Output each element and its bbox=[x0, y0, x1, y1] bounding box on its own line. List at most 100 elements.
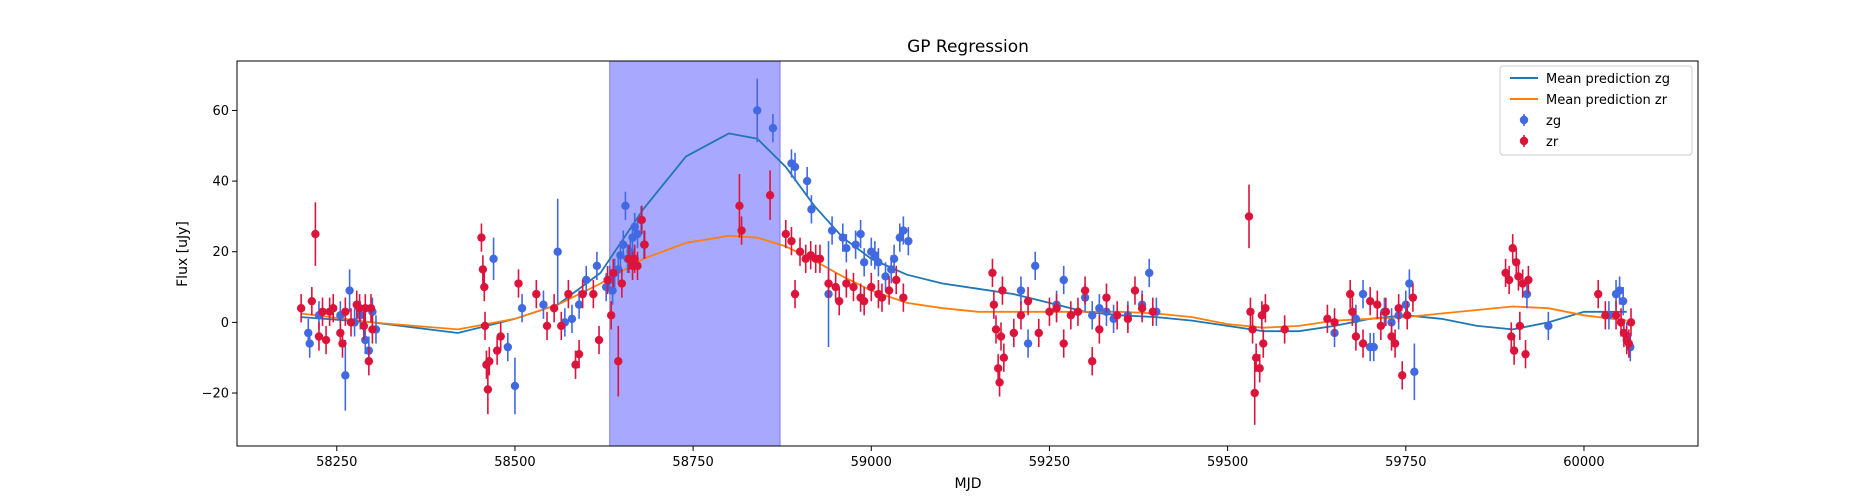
data-point-zr bbox=[998, 276, 1007, 305]
data-point-zg bbox=[1145, 258, 1154, 288]
data-point-zr bbox=[1066, 301, 1076, 330]
data-point-zr bbox=[884, 276, 894, 305]
marker bbox=[867, 282, 876, 292]
marker bbox=[842, 244, 851, 253]
marker bbox=[1112, 311, 1122, 320]
marker bbox=[995, 378, 1004, 387]
data-point-zr bbox=[1524, 265, 1533, 295]
data-point-zr bbox=[988, 258, 997, 288]
marker bbox=[621, 201, 630, 211]
marker bbox=[899, 293, 908, 302]
marker bbox=[1408, 293, 1418, 302]
marker bbox=[1045, 307, 1054, 316]
data-point-zg bbox=[1031, 251, 1040, 280]
data-point-zr bbox=[1080, 276, 1090, 305]
data-point-zg bbox=[553, 198, 562, 305]
marker bbox=[859, 296, 869, 306]
data-point-zr bbox=[1504, 265, 1514, 295]
data-point-zr bbox=[1358, 329, 1368, 358]
prediction-line-zg bbox=[301, 132, 1627, 334]
marker bbox=[633, 261, 642, 271]
data-point-zr bbox=[480, 272, 489, 302]
data-point-zr bbox=[899, 283, 908, 312]
marker bbox=[1618, 296, 1628, 306]
marker bbox=[1351, 332, 1361, 341]
data-point-zr bbox=[1408, 283, 1418, 312]
data-point-zr bbox=[787, 227, 796, 256]
legend-label: Mean prediction zr bbox=[1546, 93, 1668, 108]
marker bbox=[517, 304, 527, 313]
marker bbox=[557, 321, 566, 331]
data-point-zg bbox=[1059, 265, 1068, 295]
marker bbox=[477, 233, 486, 242]
marker bbox=[1401, 300, 1411, 309]
marker bbox=[991, 325, 1001, 334]
data-point-zr bbox=[1348, 297, 1357, 326]
data-point-zr bbox=[1073, 297, 1083, 326]
marker bbox=[582, 275, 591, 285]
marker bbox=[851, 240, 860, 249]
y-tick-label: 40 bbox=[212, 175, 229, 190]
marker bbox=[874, 258, 883, 267]
marker bbox=[904, 236, 913, 246]
data-point-zr bbox=[989, 290, 999, 319]
data-point-zr bbox=[1626, 308, 1636, 337]
data-point-zr bbox=[483, 364, 493, 415]
data-point-zr bbox=[480, 311, 490, 341]
marker bbox=[835, 296, 844, 306]
marker bbox=[532, 289, 541, 299]
data-point-zr bbox=[999, 343, 1009, 372]
marker bbox=[1016, 311, 1026, 320]
data-point-zr bbox=[1248, 315, 1257, 344]
marker bbox=[1390, 339, 1400, 348]
data-point-zr bbox=[318, 297, 327, 326]
marker bbox=[614, 357, 623, 366]
data-point-zr bbox=[1023, 287, 1033, 316]
marker bbox=[849, 282, 858, 292]
chart-title: GP Regression bbox=[907, 37, 1029, 57]
data-point-zr bbox=[867, 272, 876, 302]
legend-marker-swatch bbox=[1519, 115, 1529, 125]
marker bbox=[1376, 321, 1386, 331]
data-point-zr bbox=[1246, 297, 1255, 326]
data-point-zg bbox=[633, 219, 642, 249]
marker bbox=[307, 296, 317, 306]
marker bbox=[815, 254, 825, 263]
data-point-zr bbox=[1394, 294, 1403, 323]
marker bbox=[802, 176, 812, 186]
data-point-zr bbox=[1052, 294, 1061, 323]
marker bbox=[619, 240, 628, 249]
data-point-zr bbox=[640, 230, 649, 259]
marker bbox=[892, 275, 901, 285]
marker bbox=[1522, 289, 1532, 299]
marker bbox=[1059, 339, 1068, 348]
data-point-zr bbox=[359, 311, 369, 341]
data-point-zr bbox=[296, 294, 306, 323]
marker bbox=[1594, 289, 1603, 299]
marker bbox=[304, 328, 313, 338]
data-point-zg bbox=[874, 248, 883, 277]
marker bbox=[1504, 275, 1514, 285]
data-point-zr bbox=[824, 269, 833, 298]
data-point-zr bbox=[477, 223, 486, 252]
marker bbox=[553, 247, 562, 256]
data-point-zr bbox=[1244, 184, 1254, 249]
marker bbox=[895, 233, 904, 242]
data-point-zr bbox=[1611, 301, 1621, 330]
x-tick-label: 59500 bbox=[1207, 455, 1248, 470]
data-point-zr bbox=[1398, 361, 1407, 390]
marker bbox=[790, 289, 800, 299]
y-tick-label: 60 bbox=[212, 104, 229, 119]
legend-box bbox=[1499, 65, 1693, 156]
data-point-zr bbox=[338, 329, 347, 358]
data-point-zg bbox=[1358, 279, 1368, 309]
marker bbox=[1509, 346, 1519, 355]
marker bbox=[1358, 289, 1368, 299]
data-point-zr bbox=[1594, 279, 1603, 309]
data-point-zg bbox=[1016, 276, 1026, 305]
data-point-zr bbox=[478, 255, 488, 284]
data-point-zg bbox=[305, 329, 314, 358]
marker bbox=[564, 289, 573, 299]
data-point-zg bbox=[768, 113, 778, 143]
data-point-zg bbox=[517, 294, 527, 323]
